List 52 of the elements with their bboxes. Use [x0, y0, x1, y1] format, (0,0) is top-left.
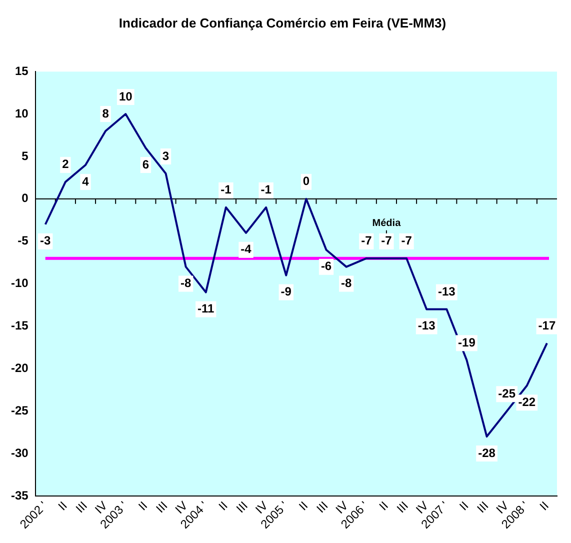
chart-title: Indicador de Confiança Comércio em Feira (VE-MM3): [118, 15, 446, 30]
data-label: -6: [320, 259, 332, 274]
data-label: -7: [401, 234, 412, 248]
data-label: -13: [438, 284, 456, 299]
data-label: -28: [478, 446, 496, 460]
data-label: 4: [82, 174, 90, 188]
data-label: -1: [220, 182, 232, 197]
x-tick-label: III: [153, 498, 170, 516]
x-tick-label: II: [536, 498, 552, 514]
y-tick-label: 15: [14, 64, 29, 78]
data-label: 8: [102, 106, 110, 120]
y-tick-label: -25: [11, 403, 29, 418]
x-tick-label: III: [72, 498, 90, 516]
data-label: -19: [458, 335, 476, 350]
data-label: 3: [162, 148, 170, 163]
data-label: -8: [180, 276, 192, 290]
x-tick-label: III: [394, 498, 411, 516]
data-label: -7: [361, 234, 372, 248]
x-tick-label: II: [456, 498, 472, 514]
data-label: -25: [498, 386, 516, 400]
data-label: 0: [302, 174, 310, 188]
data-label: -4: [240, 242, 252, 256]
data-label: -11: [198, 302, 215, 316]
ref-line-label: Média: [372, 218, 402, 230]
data-label: -22: [518, 394, 536, 409]
data-label: 6: [142, 157, 150, 172]
x-tick-label: III: [314, 498, 331, 516]
y-tick-label: -20: [11, 360, 29, 375]
x-tick-label: III: [233, 498, 250, 516]
x-tick-label: II: [376, 498, 391, 514]
data-label: -17: [538, 318, 556, 333]
y-tick-label: 10: [14, 106, 29, 120]
data-label: -3: [40, 234, 52, 248]
y-tick-label: -30: [11, 446, 29, 460]
data-label: -9: [280, 284, 292, 299]
x-tick-label: II: [136, 498, 150, 514]
y-tick-label: -10: [11, 276, 29, 290]
y-tick-label: 5: [22, 148, 29, 163]
data-label: -13: [418, 318, 436, 333]
x-tick-label: II: [296, 498, 311, 514]
y-tick-label: -15: [11, 318, 29, 333]
data-label: 10: [118, 89, 133, 104]
x-tick-label: III: [474, 498, 492, 516]
y-tick-label: -35: [11, 488, 29, 502]
y-tick-label: 0: [22, 191, 29, 206]
x-tick-label: II: [216, 498, 230, 514]
data-label: -7: [381, 234, 392, 248]
y-tick-label: -5: [18, 234, 29, 248]
data-label: 2: [62, 157, 70, 172]
x-tick-label: II: [55, 498, 70, 514]
data-label: -8: [340, 276, 352, 290]
data-label: -1: [260, 182, 272, 197]
